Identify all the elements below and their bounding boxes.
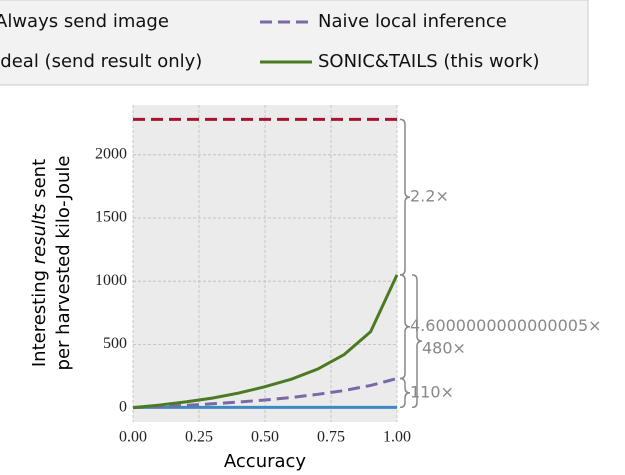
annotation: 2.2× <box>410 187 449 206</box>
bracket <box>411 274 423 409</box>
legend-label: SONIC&TAILS (this work) <box>318 51 540 72</box>
y-tick-label: 1500 <box>95 209 127 226</box>
annotation: 480× <box>422 339 466 358</box>
y-label-part: Interesting <box>29 270 50 367</box>
x-tick-label: 0.50 <box>251 429 279 446</box>
y-tick-label: 2000 <box>95 145 127 162</box>
annotation: 4.6000000000000005× <box>410 316 602 335</box>
bracket <box>399 274 411 380</box>
series-line <box>132 377 398 410</box>
y-axis-label-line2: per harvested kilo-Joule <box>53 156 74 371</box>
bracket <box>399 377 411 409</box>
x-tick-label: 0.75 <box>317 429 345 446</box>
legend-label: Naive local inference <box>318 11 507 32</box>
y-tick-label: 1000 <box>95 272 127 289</box>
y-label-part: sent <box>29 159 50 198</box>
y-label-part: results <box>29 204 50 265</box>
x-axis-label: Accuracy <box>224 451 307 472</box>
legend-box <box>0 0 589 86</box>
series-line <box>132 274 399 410</box>
legend-label: Ideal (send result only) <box>0 51 202 72</box>
y-tick-label: 500 <box>103 335 127 352</box>
x-tick-label: 0.00 <box>119 429 147 446</box>
x-tick-label: 0.25 <box>185 429 213 446</box>
y-axis-label: Interesting results sent <box>29 159 50 367</box>
y-tick-label: 0 <box>119 398 127 415</box>
bracket <box>399 118 411 276</box>
annotation: 110× <box>410 382 454 401</box>
legend-label: Always send image <box>0 11 169 32</box>
x-tick-label: 1.00 <box>383 429 411 446</box>
